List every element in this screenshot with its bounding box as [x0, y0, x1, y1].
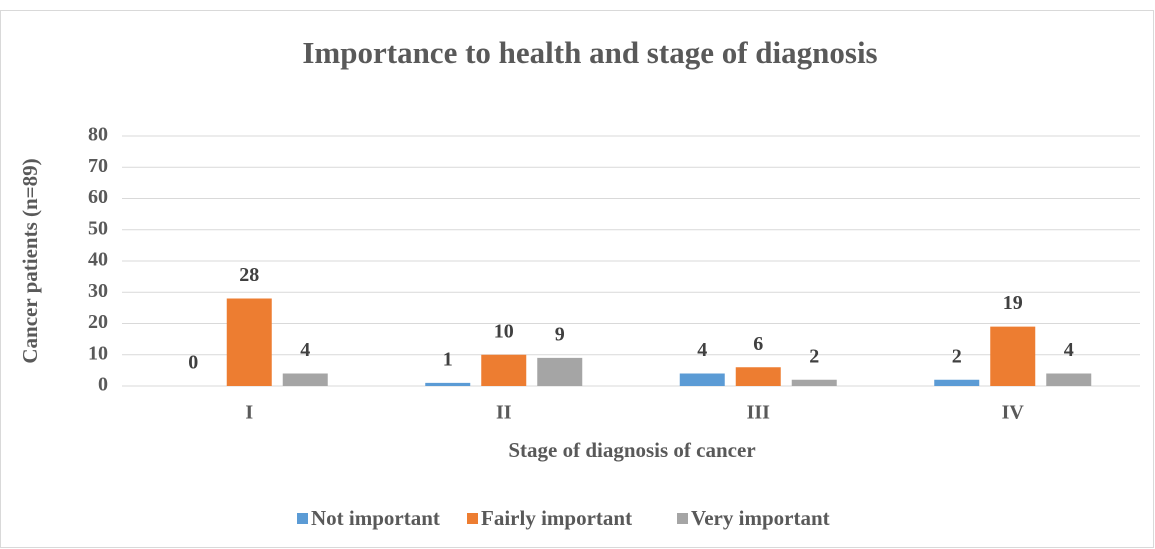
y-tick-label: 60 [88, 186, 108, 208]
y-tick-label: 40 [88, 249, 108, 271]
y-tick-label: 20 [88, 311, 108, 333]
x-tick-label: III [747, 402, 771, 424]
y-axis-label: Cancer patients (n=89) [18, 158, 42, 363]
legend-swatch [677, 513, 688, 524]
chart-title: Importance to health and stage of diagno… [302, 35, 877, 70]
x-axis-label: Stage of diagnosis of cancer [508, 438, 755, 462]
bar [735, 367, 781, 386]
legend-label: Very important [691, 506, 830, 530]
legend-swatch [297, 513, 308, 524]
value-label: 28 [239, 264, 259, 286]
legend-label: Not important [311, 506, 440, 530]
y-tick-label: 30 [88, 280, 108, 302]
value-label: 9 [555, 323, 565, 345]
bar [226, 298, 272, 386]
value-label: 6 [753, 333, 763, 355]
value-label: 4 [1064, 339, 1074, 361]
value-label: 1 [443, 348, 453, 370]
value-label: 4 [697, 339, 707, 361]
x-tick-label: I [245, 402, 253, 424]
bar [679, 373, 725, 386]
x-tick-label: II [496, 402, 512, 424]
y-tick-label: 50 [88, 217, 108, 239]
y-tick-label: 80 [88, 124, 108, 146]
value-label: 2 [952, 345, 962, 367]
bar [791, 379, 837, 386]
y-tick-label: 10 [88, 342, 108, 364]
bar [481, 354, 527, 386]
bar [1046, 373, 1092, 386]
bar [282, 373, 328, 386]
value-label: 4 [300, 339, 310, 361]
bar [537, 357, 583, 386]
legend-label: Fairly important [481, 506, 632, 530]
x-tick-label: IV [1002, 402, 1025, 424]
y-tick-label: 0 [98, 374, 108, 396]
bar [934, 379, 980, 386]
legend-swatch [467, 513, 478, 524]
y-tick-label: 70 [88, 155, 108, 177]
bar [425, 382, 471, 386]
chart-border [0, 10, 1154, 548]
value-label: 2 [809, 345, 819, 367]
value-label: 0 [188, 352, 198, 374]
value-label: 19 [1003, 292, 1023, 314]
bar [990, 326, 1036, 386]
value-label: 10 [494, 320, 514, 342]
